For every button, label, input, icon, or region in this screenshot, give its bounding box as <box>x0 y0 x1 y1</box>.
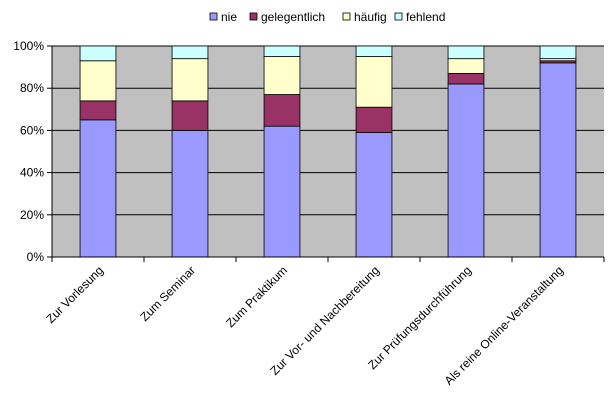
legend-swatch-gelegentlich <box>249 12 258 21</box>
x-category-label: Zur Vor- und Nachbereitung <box>268 263 383 378</box>
bar-segment-fehlend <box>263 45 301 57</box>
legend-label-häufig: häufig <box>354 10 387 24</box>
bar-segment-fehlend <box>539 45 577 60</box>
y-tick-label: 20% <box>20 208 44 222</box>
x-category-label: Zum Seminar <box>137 263 198 324</box>
axes <box>51 46 605 262</box>
y-axis-ticks: 0% 20% 40% 60% 80% 100% <box>13 39 52 264</box>
bar-segment-nie <box>447 83 485 258</box>
y-tick-label: 80% <box>20 81 44 95</box>
bar-segment-gelegentlich <box>263 94 301 127</box>
x-category-label: Zur Prüfungsdurchführung <box>365 263 474 372</box>
bar-segment-häufig <box>263 56 301 95</box>
bar-segment-häufig <box>79 60 117 102</box>
x-axis-labels: Zur Vorlesung Zum Seminar Zum PraktikumZur… <box>43 263 566 388</box>
legend-label-gelegentlich: gelegentlich <box>261 10 325 24</box>
bar-segment-nie <box>79 119 117 258</box>
bar-segment-nie <box>171 129 209 258</box>
bar-segment-häufig <box>447 58 485 74</box>
bar-segment-gelegentlich <box>447 73 485 85</box>
legend-label-nie: nie <box>221 10 237 24</box>
legend: nie gelegentlich häufig fehlend <box>209 10 445 24</box>
legend-label-fehlend: fehlend <box>406 10 445 24</box>
bar-segment-fehlend <box>447 45 485 60</box>
bar-segment-gelegentlich <box>355 106 393 133</box>
bar-segment-fehlend <box>171 45 209 60</box>
y-tick-label: 100% <box>13 39 44 53</box>
bar-segment-fehlend <box>79 45 117 62</box>
y-tick-label: 60% <box>20 123 44 137</box>
legend-swatch-fehlend <box>394 12 403 21</box>
bar-segment-häufig <box>355 56 393 108</box>
x-category-label: Zum Praktikum <box>223 263 290 330</box>
bar-segment-nie <box>263 125 301 258</box>
bars <box>79 45 577 258</box>
bar-segment-nie <box>355 132 393 258</box>
legend-swatch-nie <box>209 12 218 21</box>
x-category-label: Zur Vorlesung <box>43 263 106 326</box>
legend-swatch-häufig <box>342 12 351 21</box>
bar-segment-gelegentlich <box>79 100 117 121</box>
bar-segment-nie <box>539 62 577 258</box>
plot-area <box>52 46 604 257</box>
bar-segment-fehlend <box>355 45 393 57</box>
bar-segment-gelegentlich <box>171 100 209 131</box>
bar-segment-häufig <box>171 58 209 102</box>
y-tick-label: 40% <box>20 166 44 180</box>
y-tick-label: 0% <box>27 250 45 264</box>
